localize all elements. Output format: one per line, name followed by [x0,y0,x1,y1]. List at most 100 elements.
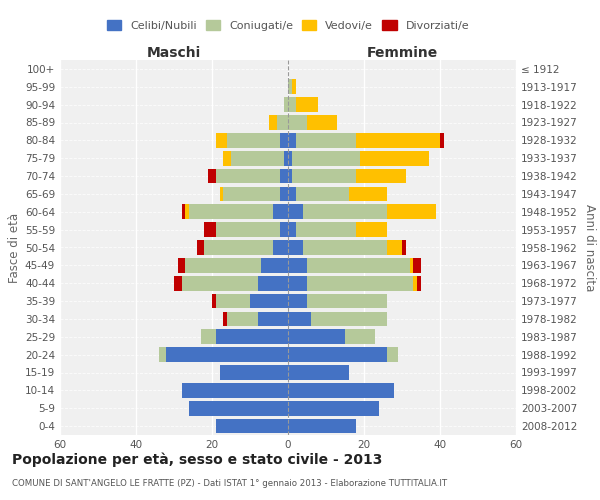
Bar [223,312,227,326]
Text: Maschi: Maschi [147,46,201,60]
Bar [288,240,303,255]
Bar [288,419,356,434]
Bar [288,168,292,184]
Bar [216,330,288,344]
Bar [288,276,307,290]
Bar [284,151,288,166]
Bar [205,240,273,255]
Bar [288,222,296,237]
Bar [223,151,231,166]
Text: Popolazione per età, sesso e stato civile - 2013: Popolazione per età, sesso e stato civil… [12,452,382,467]
Bar [288,294,307,308]
Legend: Celibi/Nubili, Coniugati/e, Vedovi/e, Divorziati/e: Celibi/Nubili, Coniugati/e, Vedovi/e, Di… [104,17,472,34]
Bar [231,151,284,166]
Bar [288,348,387,362]
Bar [200,330,216,344]
Y-axis label: Anni di nascita: Anni di nascita [583,204,596,291]
Bar [185,204,189,219]
Bar [208,168,216,184]
Bar [205,222,216,237]
Bar [303,204,387,219]
Bar [220,186,223,201]
Bar [288,330,345,344]
Bar [288,80,292,94]
Bar [227,133,280,148]
Bar [284,98,288,112]
Bar [387,240,402,255]
Bar [280,186,288,201]
Bar [292,168,356,184]
Bar [182,204,185,219]
Bar [311,312,387,326]
Bar [296,98,319,112]
Bar [288,204,303,219]
Bar [387,204,436,219]
Bar [402,240,406,255]
Bar [250,294,288,308]
Bar [159,348,166,362]
Bar [296,186,349,201]
Bar [277,115,288,130]
Bar [307,276,413,290]
Bar [288,98,296,112]
Bar [356,133,440,148]
Text: COMUNE DI SANT'ANGELO LE FRATTE (PZ) - Dati ISTAT 1° gennaio 2013 - Elaborazione: COMUNE DI SANT'ANGELO LE FRATTE (PZ) - D… [12,479,447,488]
Bar [216,294,250,308]
Bar [288,115,307,130]
Bar [182,383,288,398]
Bar [307,294,387,308]
Bar [356,168,406,184]
Bar [257,312,288,326]
Bar [216,419,288,434]
Bar [288,383,394,398]
Bar [227,312,257,326]
Bar [223,186,280,201]
Bar [413,258,421,272]
Bar [360,151,428,166]
Bar [417,276,421,290]
Bar [387,348,398,362]
Bar [273,204,288,219]
Bar [288,151,292,166]
Bar [182,276,257,290]
Bar [185,258,262,272]
Bar [288,133,296,148]
Bar [288,258,307,272]
Bar [216,168,280,184]
Bar [280,133,288,148]
Bar [216,133,227,148]
Text: Femmine: Femmine [367,46,437,60]
Bar [257,276,288,290]
Bar [220,365,288,380]
Bar [280,222,288,237]
Bar [356,222,387,237]
Bar [269,115,277,130]
Bar [296,222,356,237]
Bar [440,133,444,148]
Bar [292,151,360,166]
Bar [189,401,288,415]
Bar [345,330,376,344]
Bar [178,258,185,272]
Bar [212,294,216,308]
Bar [174,276,182,290]
Bar [288,312,311,326]
Bar [413,276,417,290]
Bar [197,240,205,255]
Bar [349,186,387,201]
Bar [273,240,288,255]
Bar [307,258,410,272]
Bar [410,258,413,272]
Bar [166,348,288,362]
Bar [189,204,273,219]
Bar [288,365,349,380]
Bar [262,258,288,272]
Bar [292,80,296,94]
Bar [288,401,379,415]
Bar [303,240,387,255]
Bar [296,133,356,148]
Bar [280,168,288,184]
Y-axis label: Fasce di età: Fasce di età [8,212,21,282]
Bar [307,115,337,130]
Bar [216,222,280,237]
